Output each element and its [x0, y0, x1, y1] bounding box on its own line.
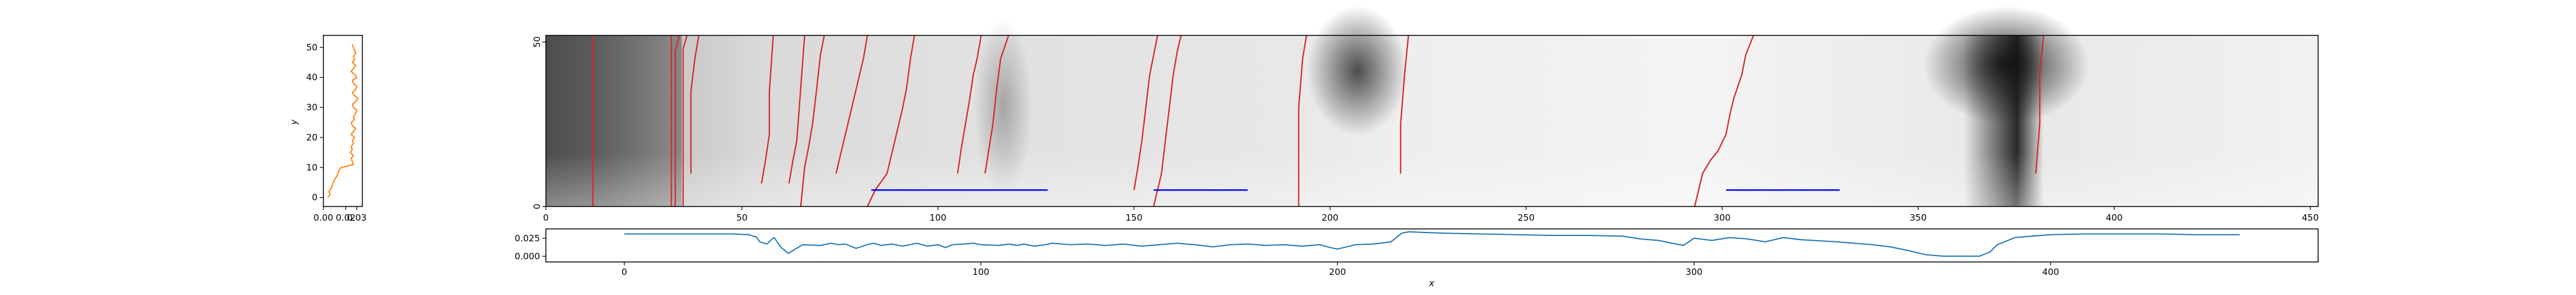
red-path [984, 35, 1010, 174]
red-path [690, 35, 700, 174]
heatmap-x-tick-label: 300 [1714, 212, 1731, 223]
series-panel-frame [545, 228, 2319, 263]
red-path [1694, 35, 1755, 207]
series-x-label: x [1429, 278, 1435, 289]
red-path [835, 35, 868, 174]
series-x-tick-label: 300 [1685, 267, 1703, 277]
series-x-ticks: 0 100 200 300 400 [621, 262, 2059, 277]
red-path [800, 35, 825, 207]
red-path [1400, 35, 1409, 174]
profile-x-ticks: 0.00 0.020.03 [313, 206, 366, 223]
heatmap-x-tick-label: 200 [1321, 212, 1338, 223]
red-path [866, 35, 915, 207]
red-path [682, 35, 688, 206]
heatmap-dark-blob-1 [1307, 6, 1408, 136]
series-x-tick-label: 100 [973, 267, 990, 277]
profile-x-tick-label: 0.02 [336, 212, 355, 223]
series-y-tick-label: 0.000 [515, 251, 540, 261]
red-path [1133, 35, 1158, 191]
profile-y-label: y [289, 119, 299, 125]
red-path [1298, 35, 1307, 206]
heatmap-x-tick-label: 100 [929, 212, 947, 223]
series-x-tick-label: 400 [2043, 267, 2060, 277]
series-y-tick-label: 0.025 [515, 233, 540, 244]
red-path [2035, 35, 2044, 174]
series-line [624, 231, 2240, 257]
heatmap-x-tick-label: 400 [2106, 212, 2123, 223]
profile-panel: 0 10 20 30 40 50 0.00 0.020.03 y [289, 35, 366, 223]
heatmap-y-tick-label: 0 [532, 204, 542, 209]
heatmap-red-paths [592, 35, 2044, 207]
heatmap-y-ticks: 0 50 [532, 37, 546, 209]
profile-y-ticks: 0 10 20 30 40 50 [306, 42, 323, 203]
profile-y-tick-label: 30 [306, 102, 318, 113]
series-x-tick-label: 0 [621, 267, 627, 277]
profile-y-tick-label: 10 [306, 162, 318, 173]
red-path [1153, 35, 1182, 207]
profile-panel-frame [323, 35, 363, 207]
heatmap-y-tick-label: 50 [532, 37, 542, 48]
red-path [957, 35, 982, 174]
heatmap-x-tick-label: 0 [543, 212, 549, 223]
profile-x-tick-label: 0.00 [313, 212, 333, 223]
series-panel: 0.000 0.025 0 100 200 300 400 x [515, 228, 2319, 289]
series-y-ticks: 0.000 0.025 [515, 233, 546, 261]
profile-x-tick-label: 0.03 [347, 212, 366, 223]
profile-y-tick-label: 0 [312, 192, 318, 203]
heatmap-x-tick-label: 150 [1125, 212, 1143, 223]
heatmap-x-tick-label: 350 [1910, 212, 1927, 223]
heatmap-frame [545, 35, 2319, 207]
red-path [675, 35, 680, 206]
heatmap-panel: 0 50 100 150 200 250 300 350 400 450 0 50 [532, 6, 2319, 223]
heatmap-lower-band [546, 153, 2318, 206]
profile-line [327, 44, 359, 198]
heatmap-x-tick-label: 250 [1518, 212, 1535, 223]
heatmap-x-tick-label: 50 [737, 212, 748, 223]
heatmap-dark-blob-2 [1924, 6, 2089, 124]
heatmap-x-tick-label: 450 [2302, 212, 2319, 223]
series-x-tick-label: 200 [1329, 267, 1346, 277]
profile-y-tick-label: 50 [306, 42, 318, 53]
profile-y-tick-label: 20 [306, 132, 318, 143]
red-path [788, 35, 806, 184]
profile-y-tick-label: 40 [306, 72, 318, 83]
heatmap-x-ticks: 0 50 100 150 200 250 300 350 400 450 [543, 206, 2319, 223]
red-path [761, 35, 774, 184]
